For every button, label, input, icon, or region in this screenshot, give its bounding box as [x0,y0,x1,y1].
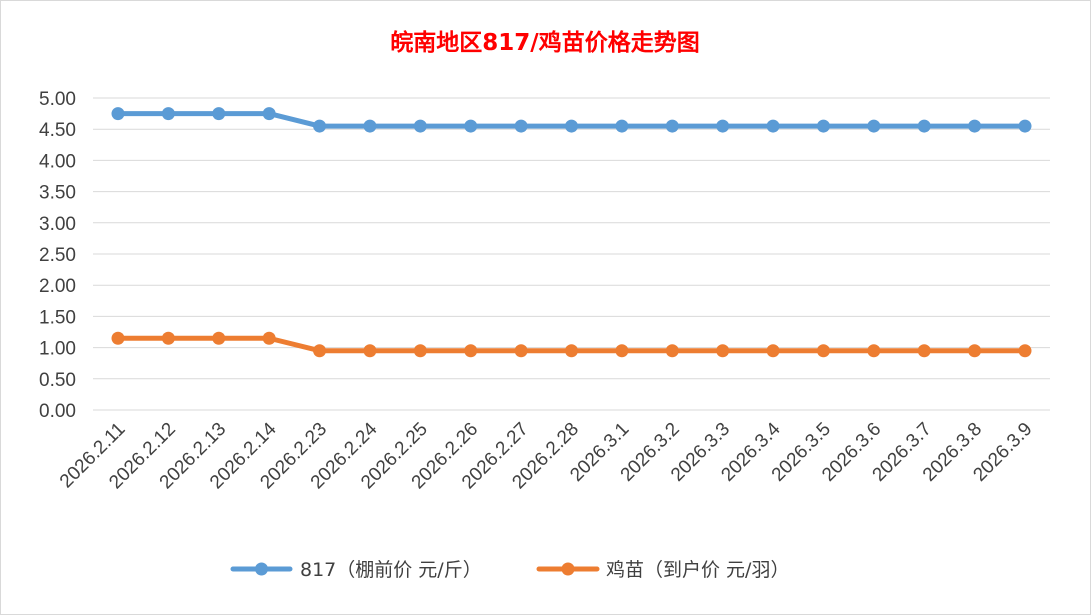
y-tick-label: 0.50 [39,370,76,391]
data-point [816,344,830,358]
y-tick-label: 3.00 [39,214,76,235]
data-point [111,107,125,121]
data-point [565,119,578,133]
data-point [968,119,982,133]
data-point [968,344,982,358]
data-point [917,119,931,133]
data-point [413,119,427,133]
data-point [262,331,276,345]
legend-marker [255,562,268,576]
y-tick-label: 5.00 [39,89,76,110]
y-tick-label: 4.50 [39,120,76,141]
x-axis-ticks: 2026.2.112026.2.122026.2.132026.2.142026… [56,418,1037,493]
legend-label: 鸡苗（到户价 元/羽） [606,559,789,581]
data-point [413,344,427,358]
data-point [111,331,125,345]
data-point [615,119,629,133]
data-point [1018,119,1032,133]
data-point [816,119,830,133]
data-point [867,344,881,358]
data-point [212,331,226,345]
data-point [716,344,730,358]
data-point [313,344,327,358]
y-tick-label: 2.00 [39,276,76,297]
series-0 [111,107,1032,133]
data-point [313,119,327,133]
data-point [766,344,780,358]
legend-label: 817（棚前价 元/斤） [300,559,482,581]
data-point [1018,344,1032,358]
data-point [716,119,730,133]
data-point [665,119,679,133]
y-tick-label: 3.50 [39,183,76,204]
data-point [766,119,780,133]
data-point [615,344,629,358]
y-axis-ticks: 0.00 0.50 1.00 1.50 2.00 2.50 3.00 3.50 4.00 4.50… [39,89,76,422]
y-tick-label: 0.00 [39,401,76,422]
data-point [867,119,881,133]
legend-item-1: 鸡苗（到户价 元/羽） [536,559,789,581]
y-tick-label: 1.50 [39,307,76,328]
legend-item-0: 817（棚前价 元/斤） [230,559,482,581]
data-point [917,344,931,358]
data-point [514,344,528,358]
y-tick-label: 2.50 [39,245,76,266]
data-point [665,344,679,358]
y-tick-label: 4.00 [39,151,76,172]
data-point [514,119,528,133]
data-point [363,119,377,133]
series-1 [111,331,1032,358]
legend-marker [561,562,575,576]
data-point [464,119,478,133]
legend: 817（棚前价 元/斤） 鸡苗（到户价 元/羽） [230,559,789,581]
data-point [262,107,276,121]
data-point [565,344,578,358]
series-layer [111,107,1032,358]
data-point [161,331,175,345]
data-point [212,107,226,121]
grid [93,97,1050,411]
data-point [161,107,175,121]
data-point [363,344,377,358]
chart-title: 皖南地区817/鸡苗价格走势图 [390,29,699,56]
data-point [464,344,478,358]
y-tick-label: 1.00 [39,339,76,360]
